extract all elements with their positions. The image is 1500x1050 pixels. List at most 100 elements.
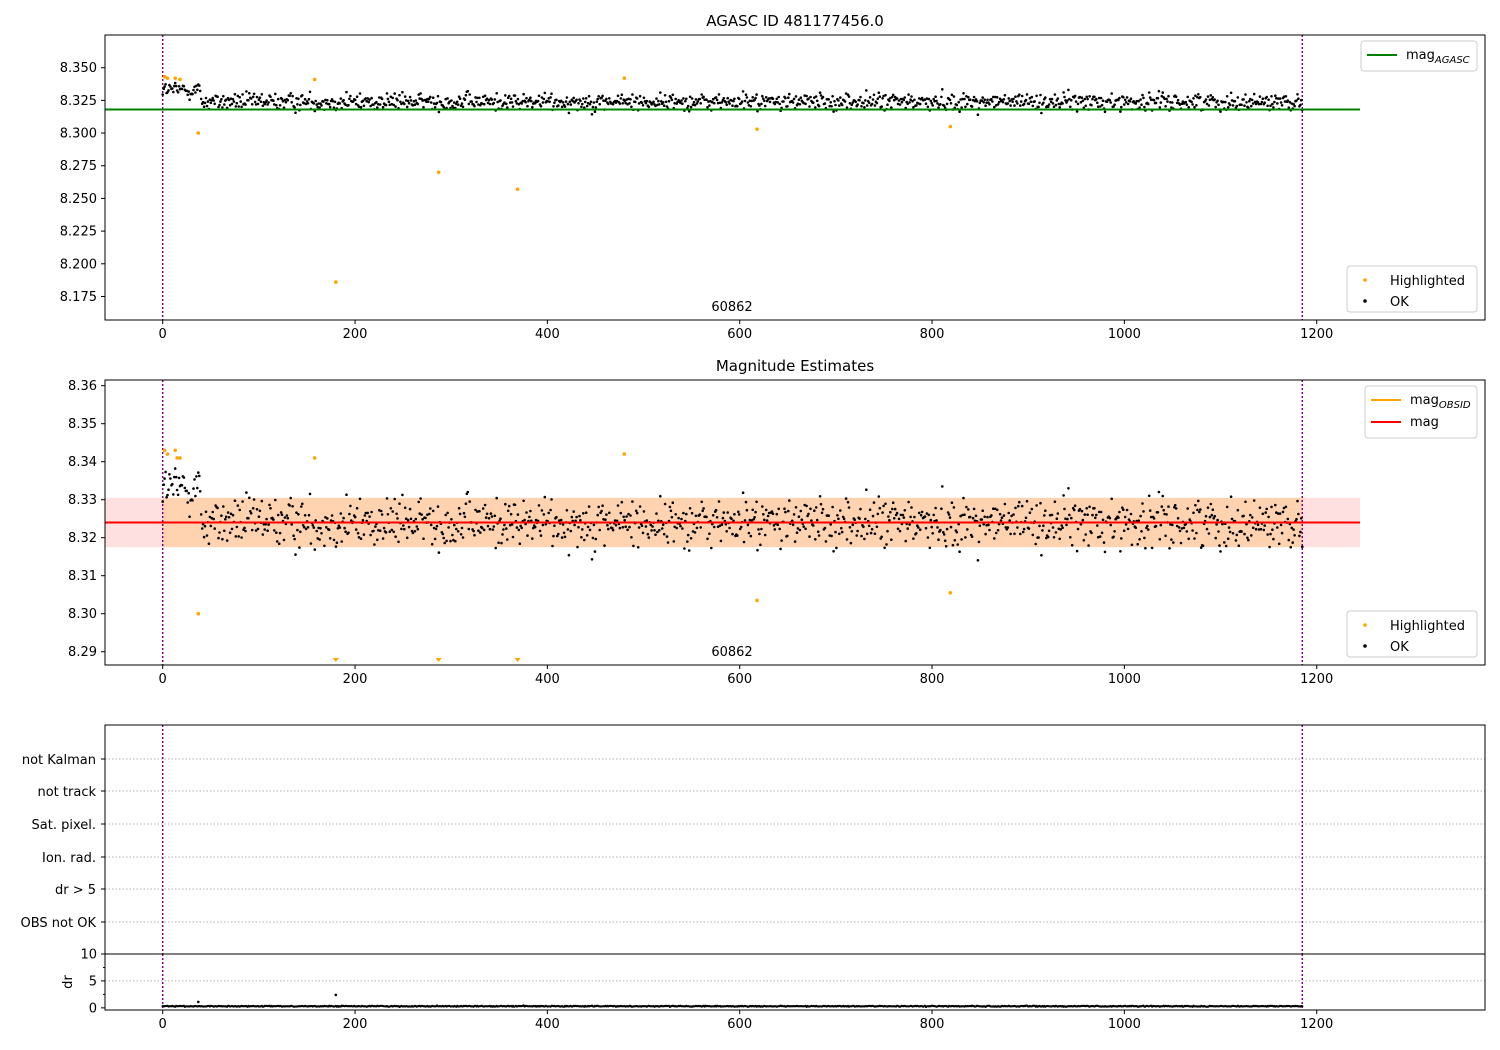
ok-point bbox=[506, 106, 509, 109]
off-scale-marker bbox=[514, 658, 521, 662]
ok-point bbox=[275, 540, 279, 543]
ok-point bbox=[1052, 536, 1056, 539]
ok-point bbox=[296, 103, 299, 106]
ok-point bbox=[528, 98, 531, 101]
ok-point bbox=[650, 529, 653, 532]
ok-point bbox=[851, 101, 855, 104]
ok-point bbox=[460, 102, 464, 105]
ok-point bbox=[875, 525, 879, 529]
ok-point bbox=[199, 97, 203, 101]
ok-point bbox=[247, 517, 250, 520]
ok-point bbox=[1034, 542, 1037, 546]
ok-point bbox=[445, 539, 448, 543]
ok-point bbox=[902, 98, 906, 102]
ok-point bbox=[1242, 98, 1245, 101]
ok-point bbox=[1296, 93, 1299, 96]
ok-point bbox=[468, 93, 472, 96]
ok-point bbox=[557, 104, 560, 107]
ok-point bbox=[623, 99, 626, 103]
ok-point bbox=[888, 518, 891, 522]
ok-point bbox=[649, 523, 652, 527]
ok-point bbox=[623, 518, 626, 522]
ok-point bbox=[213, 527, 216, 530]
dr-point bbox=[1301, 1005, 1304, 1008]
ok-point bbox=[880, 105, 883, 108]
flag-row-label: Sat. pixel. bbox=[32, 818, 96, 833]
ok-point bbox=[593, 550, 597, 553]
ok-point bbox=[1219, 550, 1222, 553]
ok-point bbox=[327, 528, 331, 532]
ok-point bbox=[1149, 515, 1153, 519]
ok-point bbox=[369, 104, 372, 108]
ok-point bbox=[1018, 500, 1021, 504]
ok-point bbox=[417, 500, 421, 504]
ok-point bbox=[1050, 97, 1054, 101]
ok-point bbox=[1020, 504, 1024, 508]
ok-point bbox=[689, 537, 693, 540]
ok-point bbox=[311, 524, 315, 527]
ok-point bbox=[1067, 88, 1070, 92]
ok-point bbox=[220, 98, 223, 101]
ok-point bbox=[1052, 105, 1056, 109]
ok-point bbox=[1171, 101, 1174, 104]
ok-point bbox=[951, 543, 955, 547]
ok-point bbox=[187, 90, 190, 93]
ok-point bbox=[335, 541, 339, 544]
ok-point bbox=[791, 101, 795, 104]
ok-point bbox=[1209, 94, 1213, 97]
ok-point bbox=[1215, 523, 1218, 526]
ok-point bbox=[1049, 100, 1053, 104]
ok-point bbox=[509, 97, 513, 101]
ok-point bbox=[958, 550, 961, 553]
ok-point bbox=[291, 505, 294, 508]
ok-point bbox=[240, 536, 243, 539]
ok-point bbox=[756, 109, 759, 113]
ok-point bbox=[187, 491, 190, 495]
ok-point bbox=[357, 536, 361, 539]
ok-point bbox=[401, 90, 404, 94]
ok-point bbox=[752, 518, 755, 521]
ok-point bbox=[1269, 532, 1272, 536]
ok-point bbox=[854, 100, 857, 104]
ok-point bbox=[224, 515, 228, 519]
ok-point bbox=[1055, 517, 1059, 520]
ok-point bbox=[530, 99, 533, 103]
ok-point bbox=[840, 526, 843, 530]
ok-point bbox=[221, 106, 224, 109]
ok-point bbox=[261, 533, 265, 536]
ok-point bbox=[1279, 523, 1283, 527]
ok-point bbox=[809, 95, 812, 99]
ok-point bbox=[1022, 102, 1026, 106]
ok-point bbox=[1024, 516, 1028, 520]
ok-point bbox=[776, 523, 779, 526]
ok-point bbox=[981, 96, 984, 99]
ok-point bbox=[1147, 91, 1151, 94]
ok-point bbox=[422, 105, 425, 109]
ok-point bbox=[301, 502, 304, 506]
ok-point bbox=[237, 105, 240, 108]
ok-point bbox=[705, 98, 708, 101]
ok-point bbox=[807, 97, 810, 100]
ok-point bbox=[295, 511, 298, 514]
ok-point bbox=[955, 103, 959, 107]
ok-point bbox=[889, 510, 892, 514]
ok-point bbox=[993, 537, 996, 540]
ok-point bbox=[634, 100, 637, 104]
ok-point bbox=[501, 533, 504, 536]
ok-point bbox=[935, 519, 938, 522]
ok-point bbox=[792, 97, 796, 101]
ok-point bbox=[1278, 512, 1282, 515]
ok-point bbox=[396, 517, 399, 520]
ok-point bbox=[726, 511, 729, 514]
ok-point bbox=[615, 99, 619, 103]
ok-point bbox=[917, 511, 921, 515]
ok-point bbox=[688, 95, 692, 99]
ok-point bbox=[613, 519, 617, 522]
ok-point bbox=[833, 99, 836, 103]
ok-point bbox=[926, 536, 930, 539]
ok-point bbox=[229, 97, 233, 100]
ok-point bbox=[629, 514, 632, 517]
ok-point bbox=[821, 95, 825, 99]
ok-point bbox=[167, 89, 170, 92]
ok-point bbox=[1224, 544, 1228, 548]
